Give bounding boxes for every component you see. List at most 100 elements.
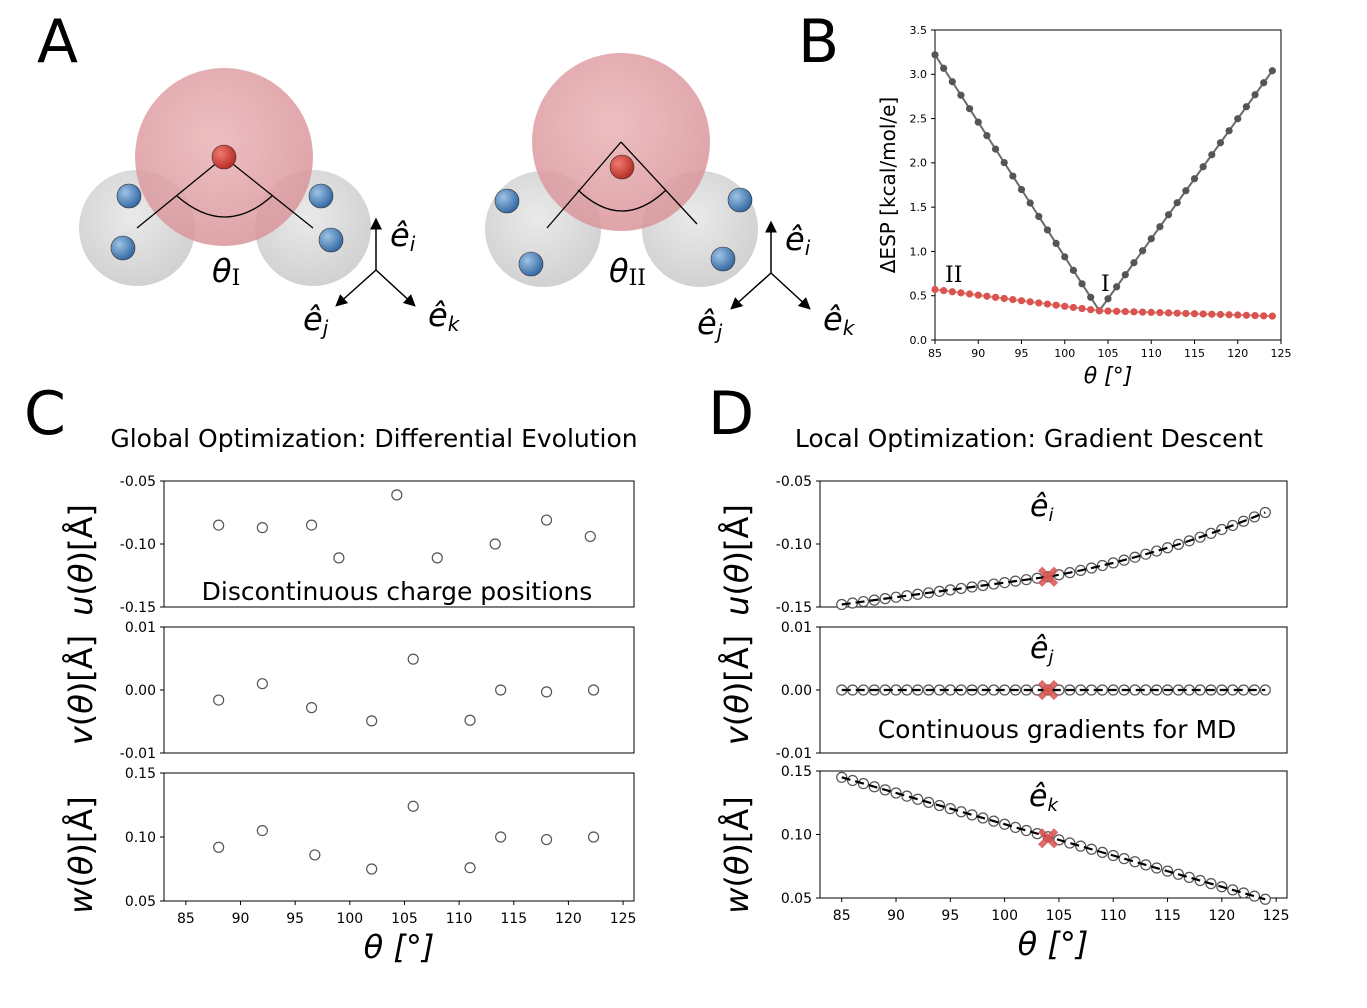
scatter-point	[256, 678, 268, 690]
curve-point	[1129, 856, 1141, 868]
series-I-point	[1017, 185, 1026, 194]
scatter-point	[407, 653, 419, 665]
scatter-point	[305, 702, 318, 714]
series-I-point	[966, 105, 974, 113]
x-tick-label: 95	[941, 908, 959, 924]
series-I-point	[931, 51, 939, 59]
y-tick-label: 1.0	[910, 245, 928, 258]
curve-point	[1151, 545, 1163, 557]
chart-c-w-frame	[163, 772, 635, 902]
series-I-point	[974, 118, 982, 126]
y-tick-label: -0.01	[776, 746, 812, 762]
panel-c-title: Global Optimization: Differential Evolut…	[110, 424, 637, 453]
scatter-point	[464, 862, 476, 874]
scatter-point	[489, 538, 501, 550]
scatter-point	[540, 833, 553, 846]
chart-b-xlabel: θ [°]	[1084, 364, 1133, 389]
optimum-marker-stroke	[1037, 828, 1059, 849]
charge-site-red	[609, 154, 635, 180]
angle-arc-I	[176, 195, 273, 218]
y-tick-label: 0.15	[125, 766, 156, 782]
fit-line	[841, 511, 1266, 606]
optimum-marker	[1037, 679, 1059, 701]
series-I-point	[1242, 103, 1250, 111]
scatter-point	[495, 831, 507, 843]
panel-a-letter: A	[37, 7, 78, 77]
series-II-point	[1208, 310, 1216, 318]
y-tick-label: 0.00	[125, 683, 156, 699]
y-tick-label: 0.01	[781, 620, 812, 636]
curve-point	[912, 793, 924, 805]
x-tick-label: 90	[232, 911, 250, 927]
scatter-point	[587, 684, 600, 696]
curve-point	[966, 809, 978, 821]
scatter-point	[213, 519, 225, 531]
chart-d-label-j: êj	[1030, 631, 1053, 668]
y-tick-label: -0.10	[120, 537, 156, 553]
fit-line	[841, 776, 1266, 901]
chart-b-ylabel: ΔESP [kcal/mol/e]	[876, 97, 900, 273]
series-I-point	[1208, 151, 1216, 159]
series-II-point	[1242, 311, 1250, 319]
chart-c-ylabel-w: w(θ)[Å]	[62, 796, 100, 914]
series-II-point	[1216, 310, 1225, 319]
series-I-point	[1182, 187, 1190, 195]
chart-c-ylabel-v: v(θ)[Å]	[62, 635, 100, 745]
series-II-point	[1113, 307, 1121, 315]
chart-d-xlabel: θ [°]	[1018, 925, 1089, 963]
angle-arc-II	[577, 189, 667, 212]
axis-k-label: êk	[823, 300, 856, 340]
chart-d-label-i: êi	[1030, 489, 1053, 526]
series-I-point	[1078, 280, 1086, 288]
series-I-point	[1268, 67, 1276, 75]
series-I-point	[1216, 139, 1225, 147]
x-tick-label: 85	[833, 908, 851, 924]
charge-site-blue	[318, 227, 344, 253]
series-I-point	[1260, 79, 1268, 87]
series-II-point	[1035, 299, 1043, 307]
series-II-point	[957, 289, 965, 297]
series-II-point	[948, 288, 956, 296]
series-II-point	[1121, 307, 1129, 316]
series-I-point	[1043, 226, 1052, 234]
chart-b: ΔESP [kcal/mol/e] θ [°] I II	[876, 29, 1282, 389]
series-II-point	[1078, 304, 1086, 313]
series-I-point	[1251, 91, 1259, 99]
curve-point	[1205, 527, 1217, 539]
curve-point	[1075, 840, 1087, 852]
series-II-line	[934, 288, 1273, 318]
series-II-point	[940, 287, 948, 295]
series-II-point	[1009, 295, 1017, 304]
x-tick-label: 105	[1098, 347, 1119, 360]
panel-c-letter: C	[24, 379, 66, 449]
series-II-point	[1061, 302, 1069, 310]
curve-point	[1161, 542, 1174, 554]
series-I-point	[983, 132, 991, 140]
series-II-point	[1268, 312, 1276, 320]
charge-site-blue	[518, 251, 544, 277]
scatter-point	[305, 519, 318, 531]
axis-triad-II: êi êj êk	[697, 220, 856, 344]
series-I-point	[1061, 253, 1069, 261]
curve-point	[1009, 821, 1022, 833]
y-tick-label: 0.10	[781, 827, 812, 843]
molecule-I: θI	[79, 68, 371, 291]
scatter-point	[256, 824, 268, 837]
series-II-point	[1260, 312, 1268, 320]
chart-c-ylabel-u: u(θ)[Å]	[62, 504, 100, 616]
series-I-point	[1190, 175, 1199, 183]
curve-point	[1064, 837, 1076, 849]
series-II-point	[1000, 294, 1008, 303]
y-tick-label: -0.05	[120, 474, 156, 490]
scatter-point	[540, 686, 553, 698]
series-I-point	[1026, 199, 1034, 207]
x-tick-label: 115	[1184, 347, 1205, 360]
theta-II-label: θII	[609, 252, 646, 291]
charge-site-blue	[710, 246, 736, 272]
y-tick-label: 3.5	[910, 24, 928, 37]
y-tick-label: 0.10	[125, 830, 156, 846]
series-II-point	[966, 290, 974, 298]
scatter-point	[213, 694, 225, 706]
x-tick-label: 125	[1271, 347, 1292, 360]
chart-d-label-k: êk	[1029, 779, 1059, 816]
